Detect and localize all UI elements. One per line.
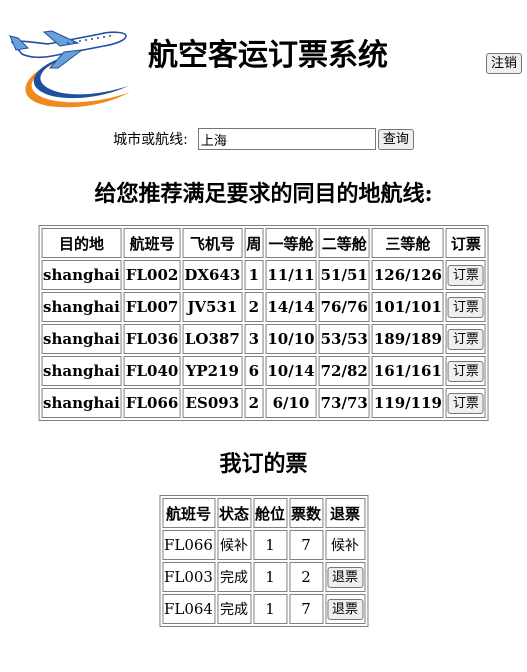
my-tickets-table: 航班号 状态 舱位 票数 退票 FL066 候补 1 7 候补 FL003 完成…	[158, 495, 369, 627]
cell-cabin: 1	[252, 562, 287, 592]
cell-plane-no: ES093	[182, 388, 243, 418]
book-button[interactable]: 订票	[447, 296, 484, 318]
cell-week: 3	[244, 324, 264, 354]
cell-status: 完成	[216, 562, 251, 592]
cell-destination: shanghai	[41, 388, 122, 418]
cell-second-class: 51/51	[318, 260, 370, 290]
cell-cabin: 1	[252, 530, 287, 560]
book-button[interactable]: 订票	[447, 328, 484, 350]
cell-third-class: 119/119	[371, 388, 444, 418]
cell-flight-no: FL007	[123, 292, 181, 322]
cell-plane-no: JV531	[182, 292, 243, 322]
book-button[interactable]: 订票	[447, 360, 484, 382]
cell-book: 订票	[445, 356, 486, 386]
refund-button[interactable]: 退票	[327, 598, 364, 620]
col-plane-no: 飞机号	[182, 228, 243, 258]
cell-ticket-count: 2	[289, 562, 324, 592]
cell-week: 1	[244, 260, 264, 290]
cell-week: 2	[244, 388, 264, 418]
cell-refund: 退票	[325, 562, 366, 592]
flights-table: 目的地 航班号 飞机号 周 一等舱 二等舱 三等舱 订票 shanghai FL…	[38, 225, 489, 421]
cell-plane-no: DX643	[182, 260, 243, 290]
cell-week: 6	[244, 356, 264, 386]
my-tickets-title: 我订的票	[219, 451, 308, 477]
cell-second-class: 76/76	[318, 292, 370, 322]
table-row: FL066 候补 1 7 候补	[161, 530, 366, 560]
table-row: FL064 完成 1 7 退票	[161, 594, 366, 624]
table-row: FL003 完成 1 2 退票	[161, 562, 366, 592]
cell-flight-no: FL003	[161, 562, 215, 592]
cell-flight-no: FL066	[161, 530, 215, 560]
cell-first-class: 10/10	[265, 324, 317, 354]
cell-second-class: 72/82	[318, 356, 370, 386]
cell-flight-no: FL036	[123, 324, 181, 354]
recommend-title: 给您推荐满足要求的同目的地航线:	[94, 181, 433, 207]
cell-book: 订票	[445, 292, 486, 322]
cell-second-class: 73/73	[318, 388, 370, 418]
cell-third-class: 189/189	[371, 324, 444, 354]
col-third-class: 三等舱	[371, 228, 444, 258]
cell-third-class: 126/126	[371, 260, 444, 290]
cell-status: 完成	[216, 594, 251, 624]
col-first-class: 一等舱	[265, 228, 317, 258]
search-bar: 城市或航线: 查询	[0, 128, 527, 150]
cell-flight-no: FL002	[123, 260, 181, 290]
search-label: 城市或航线:	[113, 132, 188, 148]
col-ticket-count: 票数	[289, 498, 324, 528]
col-destination: 目的地	[41, 228, 122, 258]
cell-third-class: 161/161	[371, 356, 444, 386]
book-button[interactable]: 订票	[447, 392, 484, 414]
table-row: shanghai FL066 ES093 2 6/10 73/73 119/11…	[41, 388, 486, 418]
cell-refund-status: 候补	[325, 530, 366, 560]
airplane-logo-icon	[9, 30, 130, 108]
search-button[interactable]: 查询	[377, 128, 414, 150]
cell-destination: shanghai	[41, 260, 122, 290]
table-row: shanghai FL036 LO387 3 10/10 53/53 189/1…	[41, 324, 486, 354]
table-row: shanghai FL007 JV531 2 14/14 76/76 101/1…	[41, 292, 486, 322]
tickets-header-row: 航班号 状态 舱位 票数 退票	[161, 498, 366, 528]
cell-first-class: 11/11	[265, 260, 317, 290]
col-flight-no: 航班号	[161, 498, 215, 528]
cell-destination: shanghai	[41, 292, 122, 322]
col-week: 周	[244, 228, 264, 258]
cell-book: 订票	[445, 324, 486, 354]
refund-button[interactable]: 退票	[327, 566, 364, 588]
col-status: 状态	[216, 498, 251, 528]
book-button[interactable]: 订票	[447, 264, 484, 286]
cell-second-class: 53/53	[318, 324, 370, 354]
cell-status: 候补	[216, 530, 251, 560]
search-input[interactable]	[197, 128, 376, 150]
cell-third-class: 101/101	[371, 292, 444, 322]
col-second-class: 二等舱	[318, 228, 370, 258]
cell-plane-no: YP219	[182, 356, 243, 386]
col-cabin: 舱位	[252, 498, 287, 528]
col-book: 订票	[445, 228, 486, 258]
cell-ticket-count: 7	[289, 530, 324, 560]
cell-first-class: 6/10	[265, 388, 317, 418]
cell-book: 订票	[445, 260, 486, 290]
cell-refund: 退票	[325, 594, 366, 624]
cell-flight-no: FL064	[161, 594, 215, 624]
cell-destination: shanghai	[41, 324, 122, 354]
cell-book: 订票	[445, 388, 486, 418]
table-row: shanghai FL040 YP219 6 10/14 72/82 161/1…	[41, 356, 486, 386]
cell-ticket-count: 7	[289, 594, 324, 624]
cell-plane-no: LO387	[182, 324, 243, 354]
cell-week: 2	[244, 292, 264, 322]
col-flight-no: 航班号	[123, 228, 181, 258]
cell-cabin: 1	[252, 594, 287, 624]
cell-first-class: 10/14	[265, 356, 317, 386]
cell-flight-no: FL040	[123, 356, 181, 386]
cell-first-class: 14/14	[265, 292, 317, 322]
cell-flight-no: FL066	[123, 388, 181, 418]
col-refund: 退票	[325, 498, 366, 528]
cell-destination: shanghai	[41, 356, 122, 386]
page-title: 航空客运订票系统	[148, 38, 388, 73]
flights-header-row: 目的地 航班号 飞机号 周 一等舱 二等舱 三等舱 订票	[41, 228, 486, 258]
table-row: shanghai FL002 DX643 1 11/11 51/51 126/1…	[41, 260, 486, 290]
logout-button[interactable]: 注销	[486, 53, 523, 74]
